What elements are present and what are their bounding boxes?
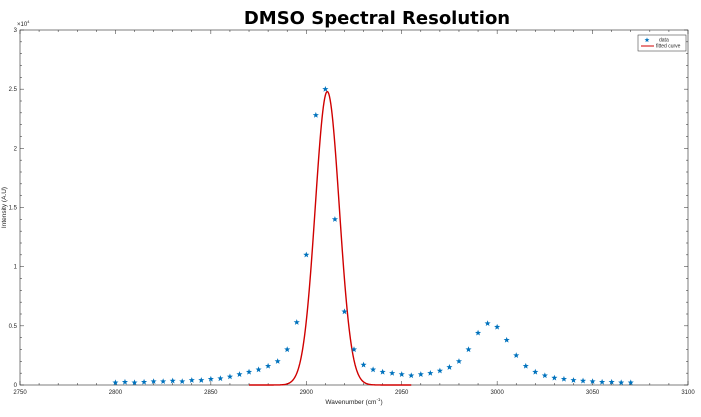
legend: data fitted curve — [637, 34, 687, 52]
data-point-star — [341, 308, 348, 315]
data-point-star — [398, 371, 405, 377]
data-point-star — [312, 112, 319, 118]
data-point-star — [179, 378, 186, 385]
x-tick-label: 3100 — [681, 390, 695, 396]
data-point-star — [303, 251, 310, 258]
data-point-star — [322, 85, 329, 92]
x-tick-label: 2800 — [109, 390, 123, 396]
data-point-star — [618, 379, 625, 386]
legend-star-icon — [644, 37, 650, 43]
legend-label-data: data — [659, 38, 669, 44]
legend-data-marker — [644, 37, 650, 43]
y-tick-label: 0 — [14, 383, 18, 389]
data-point-star — [226, 373, 233, 380]
data-point-star — [379, 368, 386, 375]
data-point-star — [389, 369, 396, 376]
y-tick-label: 0.5 — [9, 324, 18, 330]
data-point-star — [532, 368, 539, 375]
x-tick-label: 2950 — [395, 390, 409, 396]
axis-ticks — [19, 29, 689, 386]
data-point-star — [608, 378, 615, 385]
data-point-star — [494, 323, 501, 330]
y-exponent-label: ×104 — [17, 19, 30, 28]
data-point-star — [475, 329, 482, 336]
data-point-star — [360, 361, 367, 368]
y-tick-label: 2.5 — [9, 87, 18, 93]
data-point-star — [436, 367, 443, 374]
data-point-star — [217, 375, 224, 382]
data-point-star — [274, 358, 281, 364]
y-tick-label: 3 — [14, 28, 18, 34]
x-tick-label: 2900 — [300, 390, 314, 396]
data-point-star — [350, 346, 358, 353]
data-point-star — [121, 378, 129, 385]
data-point-star — [541, 372, 548, 379]
data-point-star — [236, 371, 243, 377]
data-point-star — [160, 378, 167, 385]
data-point-star — [446, 364, 453, 370]
plot-area — [19, 29, 689, 386]
y-tick-labels: 0 0.5 1 1.5 2 2.5 3 — [9, 28, 18, 389]
data-point-star — [484, 320, 491, 327]
data-point-star — [427, 369, 434, 376]
data-point-star — [245, 368, 253, 375]
data-point-star — [150, 378, 157, 385]
data-point-star — [522, 362, 529, 369]
data-point-star — [141, 378, 148, 385]
x-axis-label: Wavenumber (cm-1) — [325, 397, 382, 406]
data-point-star — [265, 362, 272, 369]
data-point-star — [112, 379, 119, 386]
data-point-star — [293, 319, 300, 325]
data-point-star — [331, 216, 338, 222]
data-point-star — [255, 366, 262, 373]
x-tick-label: 3000 — [490, 390, 504, 396]
data-point-star — [589, 378, 596, 385]
data-point-star — [408, 372, 415, 379]
x-tick-label: 2850 — [204, 390, 218, 396]
data-points — [112, 85, 634, 386]
data-point-star — [131, 379, 138, 386]
x-tick-label: 2750 — [13, 390, 27, 396]
data-point-star — [627, 379, 634, 386]
data-point-star — [579, 377, 587, 384]
y-tick-label: 2 — [14, 146, 18, 152]
data-point-star — [551, 374, 558, 381]
data-point-star — [417, 371, 424, 377]
data-point-star — [207, 375, 214, 382]
data-point-star — [503, 336, 510, 343]
chart-title: DMSO Spectral Resolution — [244, 8, 510, 29]
data-point-star — [599, 378, 606, 385]
x-tick-labels: 2750 2800 2850 2900 2950 3000 3050 3100 — [13, 390, 695, 396]
y-axis-label: Intensity (A.U) — [1, 187, 8, 228]
data-point-star — [198, 377, 205, 383]
legend-label-fitted-curve: fitted curve — [656, 44, 681, 50]
data-point-star — [188, 377, 195, 383]
data-point-star — [370, 366, 377, 373]
y-tick-label: 1 — [14, 265, 18, 271]
data-point-star — [455, 358, 463, 364]
data-point-star — [169, 377, 176, 384]
data-point-star — [284, 346, 291, 353]
data-point-star — [560, 375, 567, 382]
fitted-curve-line — [249, 90, 412, 386]
data-point-star — [513, 352, 520, 359]
y-tick-label: 1.5 — [9, 206, 18, 212]
x-tick-label: 3050 — [586, 390, 600, 396]
legend-box — [637, 34, 687, 52]
data-point-star — [465, 346, 472, 353]
data-point-star — [570, 377, 577, 383]
